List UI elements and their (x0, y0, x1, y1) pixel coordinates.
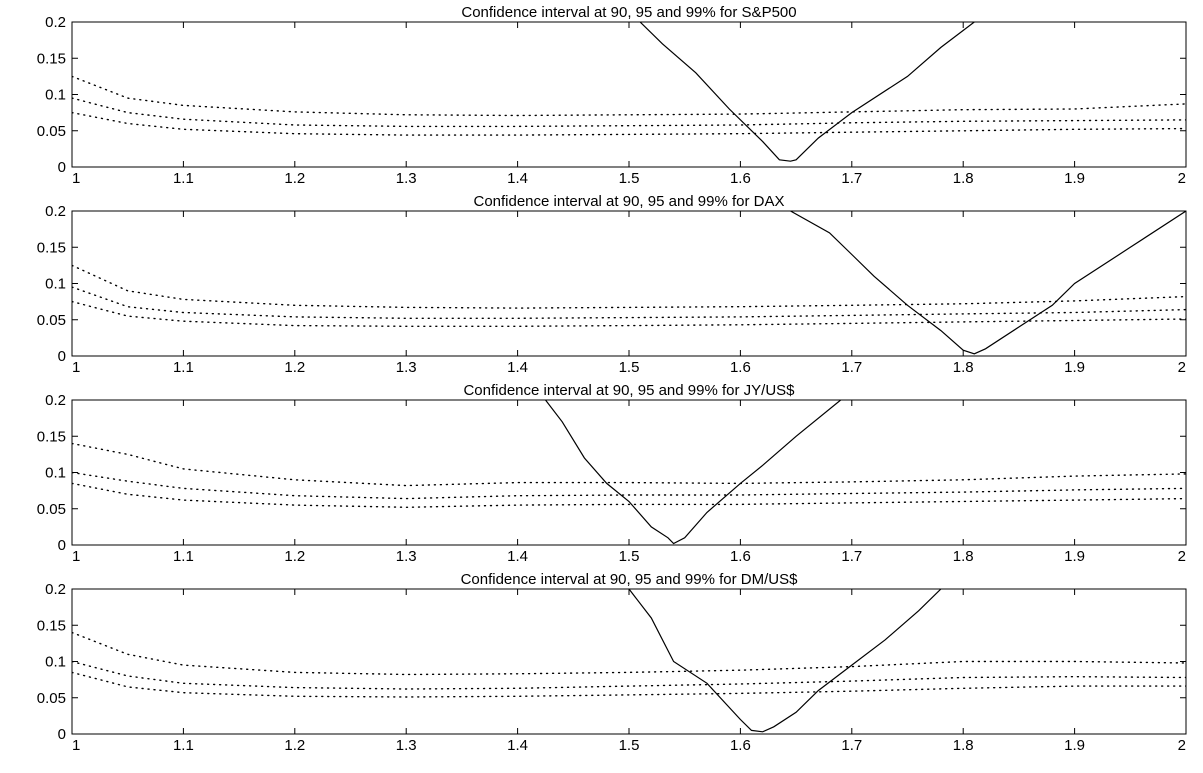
x-tick-label: 1.3 (396, 359, 417, 376)
x-tick-label: 1.8 (953, 737, 974, 754)
x-tick-label: 2 (1178, 548, 1186, 565)
x-tick-label: 1.6 (730, 359, 751, 376)
y-tick-label: 0.05 (37, 690, 66, 707)
y-tick-label: 0.05 (37, 123, 66, 140)
x-tick-label: 1.7 (841, 170, 862, 187)
axes-frame (71, 399, 1187, 546)
x-tick-label: 1.4 (507, 548, 528, 565)
x-tick-label: 1.5 (619, 170, 640, 187)
y-tick-label: 0.05 (37, 501, 66, 518)
x-tick-label: 1.9 (1064, 359, 1085, 376)
y-tick-label: 0.1 (45, 654, 66, 671)
series-line-dotted-2 (72, 660, 1186, 690)
series-line-solid (639, 22, 975, 162)
panel-2: Confidence interval at 90, 95 and 99% fo… (37, 193, 1187, 376)
x-tick-label: 1.4 (507, 170, 528, 187)
x-tick-label: 1.8 (953, 359, 974, 376)
x-tick-label: 1.6 (730, 737, 751, 754)
x-tick-label: 1.3 (396, 170, 417, 187)
x-tick-label: 1.9 (1064, 548, 1085, 565)
y-tick-label: 0.2 (45, 203, 66, 220)
axes-frame (71, 588, 1187, 735)
y-tick-label: 0 (58, 348, 66, 365)
panel-4: Confidence interval at 90, 95 and 99% fo… (37, 571, 1187, 754)
x-tick-label: 1.8 (953, 548, 974, 565)
x-tick-label: 1.8 (953, 170, 974, 187)
series-line-dotted-2 (72, 97, 1186, 128)
series-line-solid (545, 400, 842, 545)
panel-1: Confidence interval at 90, 95 and 99% fo… (37, 4, 1187, 187)
y-tick-label: 0.2 (45, 14, 66, 31)
x-tick-label: 1.1 (173, 359, 194, 376)
x-tick-label: 1.7 (841, 737, 862, 754)
x-tick-label: 1.2 (284, 170, 305, 187)
y-tick-label: 0.2 (45, 392, 66, 409)
series-line-dotted-1 (72, 442, 1186, 487)
x-tick-label: 1.5 (619, 737, 640, 754)
chart-title: Confidence interval at 90, 95 and 99% fo… (473, 193, 784, 210)
series-line-solid (790, 211, 1186, 355)
x-tick-label: 1.6 (730, 170, 751, 187)
y-tick-label: 0 (58, 159, 66, 176)
x-tick-label: 2 (1178, 359, 1186, 376)
x-tick-label: 1 (72, 548, 80, 565)
x-tick-label: 1 (72, 170, 80, 187)
y-tick-label: 0.15 (37, 239, 66, 256)
x-tick-label: 1.7 (841, 548, 862, 565)
series-line-dotted-3 (72, 300, 1186, 327)
series-line-dotted-3 (72, 671, 1186, 698)
chart-title: Confidence interval at 90, 95 and 99% fo… (463, 382, 795, 399)
series-line-dotted-2 (72, 471, 1186, 500)
x-tick-label: 1.2 (284, 359, 305, 376)
x-tick-label: 1.6 (730, 548, 751, 565)
chart-title: Confidence interval at 90, 95 and 99% fo… (461, 4, 796, 21)
x-tick-label: 1.5 (619, 359, 640, 376)
x-tick-label: 1.1 (173, 737, 194, 754)
y-tick-label: 0.15 (37, 617, 66, 634)
x-tick-label: 1.2 (284, 548, 305, 565)
x-tick-label: 2 (1178, 170, 1186, 187)
series-line-dotted-3 (72, 111, 1186, 136)
y-tick-label: 0.05 (37, 312, 66, 329)
axes-frame (71, 210, 1187, 357)
y-tick-label: 0.2 (45, 581, 66, 598)
x-tick-label: 1.9 (1064, 737, 1085, 754)
y-tick-label: 0.15 (37, 50, 66, 67)
y-tick-label: 0 (58, 726, 66, 743)
x-tick-label: 1.9 (1064, 170, 1085, 187)
x-tick-label: 1 (72, 359, 80, 376)
y-tick-label: 0.1 (45, 276, 66, 293)
chart-title: Confidence interval at 90, 95 and 99% fo… (461, 571, 799, 588)
x-tick-label: 1.7 (841, 359, 862, 376)
x-tick-label: 2 (1178, 737, 1186, 754)
series-line-dotted-1 (72, 631, 1186, 676)
x-tick-label: 1.3 (396, 548, 417, 565)
x-tick-label: 1.5 (619, 548, 640, 565)
axes-frame (71, 21, 1187, 168)
y-tick-label: 0.1 (45, 87, 66, 104)
panel-3: Confidence interval at 90, 95 and 99% fo… (37, 382, 1187, 565)
series-line-dotted-1 (72, 264, 1186, 309)
y-tick-label: 0.15 (37, 428, 66, 445)
x-tick-label: 1 (72, 737, 80, 754)
x-tick-label: 1.4 (507, 737, 528, 754)
y-tick-label: 0 (58, 537, 66, 554)
x-tick-label: 1.1 (173, 170, 194, 187)
series-line-dotted-2 (72, 286, 1186, 319)
series-line-dotted-3 (72, 482, 1186, 509)
x-tick-label: 1.4 (507, 359, 528, 376)
series-line-solid (628, 589, 942, 733)
x-tick-label: 1.2 (284, 737, 305, 754)
x-tick-label: 1.3 (396, 737, 417, 754)
y-tick-label: 0.1 (45, 465, 66, 482)
series-line-dotted-1 (72, 75, 1186, 117)
x-tick-label: 1.1 (173, 548, 194, 565)
